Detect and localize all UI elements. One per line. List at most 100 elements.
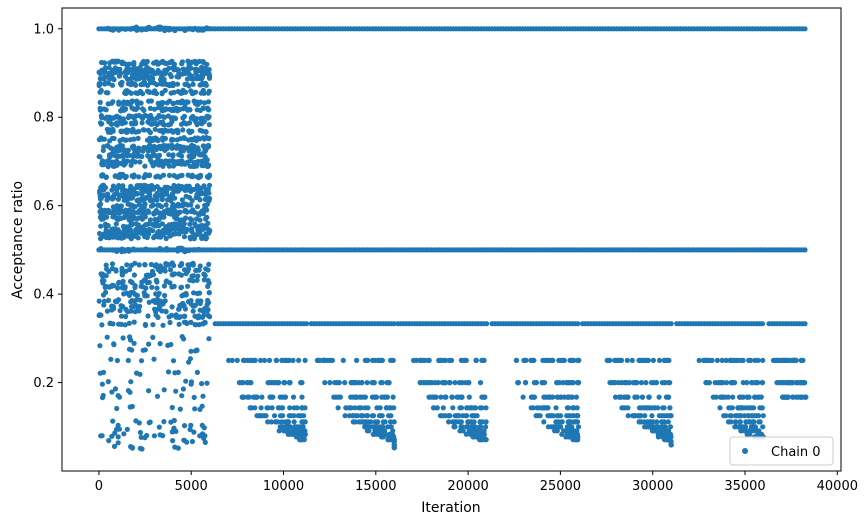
data-point: [174, 137, 180, 143]
data-point: [725, 419, 732, 425]
data-point: [167, 81, 173, 87]
data-point: [98, 88, 104, 95]
data-point: [738, 357, 744, 363]
data-point: [346, 413, 353, 419]
data-point: [166, 65, 172, 71]
data-point: [96, 137, 102, 143]
data-point: [458, 357, 464, 363]
data-point: [122, 69, 128, 75]
data-point: [471, 405, 477, 411]
data-point: [483, 424, 489, 430]
data-point: [386, 380, 392, 386]
data-point: [529, 394, 535, 400]
data-point: [751, 419, 757, 425]
data-point: [184, 209, 190, 215]
data-point: [116, 280, 122, 286]
data-point: [752, 424, 759, 430]
data-point: [146, 190, 152, 196]
data-point: [136, 174, 142, 180]
data-point: [183, 215, 189, 221]
data-point: [302, 419, 308, 425]
data-point: [176, 221, 182, 227]
data-point: [241, 357, 247, 363]
data-point: [760, 357, 766, 363]
data-point: [146, 279, 152, 285]
data-point: [199, 128, 205, 134]
data-point: [152, 306, 158, 312]
data-point: [101, 302, 107, 308]
data-point: [479, 419, 485, 425]
data-point: [150, 136, 156, 142]
data-point: [115, 233, 121, 239]
data-point: [97, 190, 103, 196]
data-point: [656, 413, 663, 419]
data-point: [116, 73, 122, 79]
data-point: [742, 424, 748, 430]
data-point: [182, 135, 188, 142]
data-point: [166, 152, 172, 158]
data-point: [573, 394, 580, 400]
data-point: [163, 247, 169, 253]
data-point: [258, 357, 264, 363]
data-point: [176, 231, 182, 237]
data-point: [196, 58, 202, 64]
data-point: [117, 81, 124, 87]
data-point: [134, 183, 140, 189]
data-point: [662, 424, 669, 430]
data-point: [547, 394, 553, 400]
data-point: [457, 428, 463, 434]
data-point: [140, 91, 146, 97]
data-point: [387, 405, 393, 411]
data-point: [387, 419, 394, 425]
data-point: [166, 172, 173, 178]
data-point: [173, 428, 179, 434]
data-point: [273, 357, 279, 363]
data-point: [560, 380, 566, 386]
data-point: [739, 405, 745, 411]
data-point: [110, 183, 116, 189]
data-point: [206, 162, 212, 169]
data-point: [696, 357, 702, 363]
data-point: [155, 100, 161, 106]
data-point: [163, 308, 169, 314]
data-point: [569, 394, 575, 400]
data-point: [352, 405, 358, 411]
data-point: [274, 380, 280, 386]
data-point: [160, 58, 166, 64]
data-point: [287, 424, 294, 430]
data-point: [570, 437, 576, 443]
data-point: [191, 163, 197, 170]
data-point: [322, 357, 328, 363]
data-point: [178, 217, 184, 223]
data-point: [126, 248, 132, 254]
data-point: [553, 405, 559, 411]
data-point: [643, 380, 649, 386]
data-point: [471, 419, 477, 425]
data-point: [142, 214, 148, 220]
data-point: [120, 100, 126, 106]
data-point: [179, 261, 185, 267]
data-point: [173, 186, 179, 192]
data-point: [192, 247, 198, 253]
data-point: [656, 357, 663, 363]
data-point: [618, 380, 625, 386]
data-point: [119, 60, 125, 67]
data-point: [154, 393, 161, 399]
data-point: [142, 262, 148, 268]
data-point: [660, 405, 666, 411]
data-point: [118, 313, 125, 319]
data-point: [144, 194, 150, 201]
x-axis-label: Iteration: [421, 500, 480, 516]
data-point: [287, 405, 293, 411]
data-point: [187, 107, 193, 113]
data-point: [152, 223, 158, 229]
data-point: [138, 210, 145, 216]
data-point: [205, 90, 211, 96]
data-point: [638, 419, 645, 425]
data-point: [136, 308, 142, 314]
data-point: [169, 260, 175, 266]
data-point: [197, 300, 203, 307]
data-point: [118, 146, 124, 152]
data-point: [641, 357, 647, 363]
data-point: [656, 394, 662, 400]
